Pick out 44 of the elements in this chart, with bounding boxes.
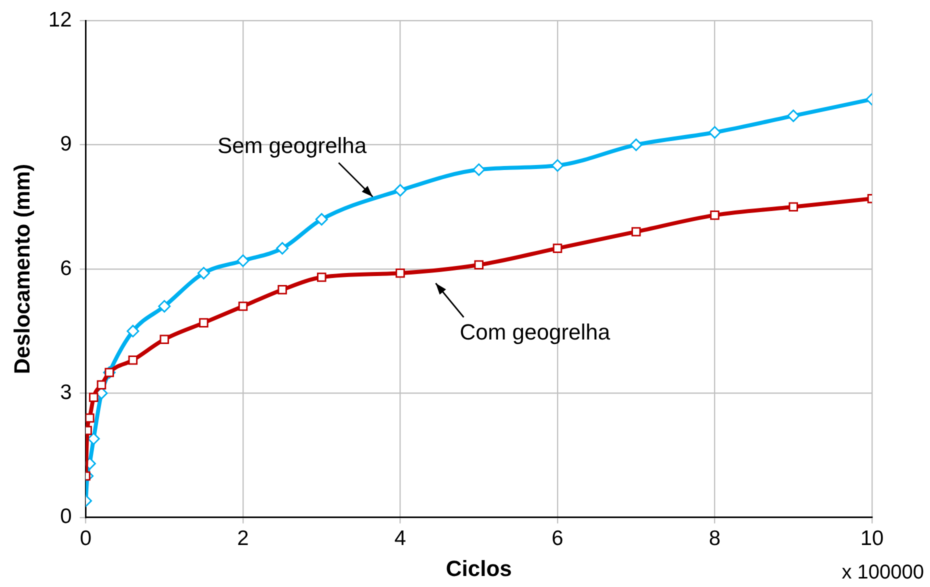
y-tick-label: 12: [48, 8, 72, 32]
point: [276, 242, 289, 255]
point: [708, 126, 721, 139]
annotation: Com geogrelha: [460, 319, 611, 344]
point: [472, 163, 486, 176]
y-axis-title: Deslocamento (mm): [9, 164, 34, 374]
point: [551, 159, 564, 172]
point: [394, 184, 407, 197]
x-axis-title: Ciclos: [446, 556, 512, 581]
y-tick-label: 3: [60, 380, 72, 404]
point: [197, 266, 210, 280]
point: [710, 210, 720, 220]
point: [86, 413, 94, 423]
point: [199, 318, 208, 328]
point: [87, 432, 100, 445]
point: [630, 138, 642, 152]
point: [160, 334, 170, 344]
point: [278, 285, 287, 294]
point: [787, 110, 800, 122]
x-tick-label: 8: [708, 526, 721, 550]
x-tick-label: 10: [860, 526, 884, 550]
point: [128, 355, 138, 365]
point: [316, 272, 326, 282]
point: [552, 244, 562, 253]
point: [631, 227, 641, 236]
text: x 100000: [842, 562, 924, 584]
x-tick-label: 4: [394, 526, 406, 550]
point: [126, 324, 140, 338]
x-tick-label: 0: [80, 526, 92, 550]
y-tick-label: 6: [60, 256, 72, 280]
y-tick-label: 0: [60, 505, 72, 528]
x-tick-label: 6: [552, 526, 564, 550]
point: [96, 380, 106, 390]
point: [158, 300, 171, 313]
point: [236, 254, 250, 267]
annotation: Sem geogrelha: [217, 132, 368, 158]
point: [238, 302, 248, 311]
point: [396, 268, 405, 278]
x-tick-label: 2: [237, 526, 249, 550]
y-tick-label: 9: [60, 132, 72, 156]
point: [88, 392, 98, 402]
point: [788, 202, 798, 212]
point: [474, 260, 484, 270]
point: [315, 213, 328, 226]
